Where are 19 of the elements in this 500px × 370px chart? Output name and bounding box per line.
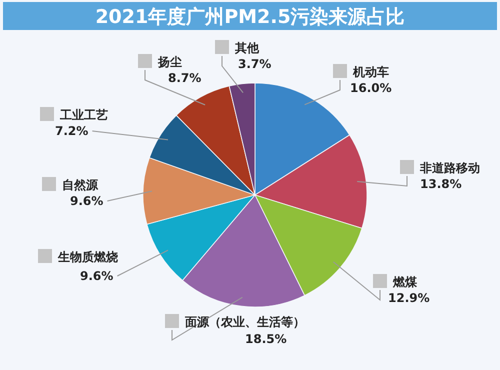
data-label: 7.2% xyxy=(55,124,88,138)
slice-label: 生物质燃烧 xyxy=(57,250,118,264)
slice-label: 扬尘 xyxy=(157,55,182,69)
data-label: 3.7% xyxy=(238,57,272,71)
data-label: 16.0% xyxy=(350,81,392,95)
slice-label: 非道路移动 xyxy=(419,161,480,175)
slice-label: 其他 xyxy=(234,41,260,55)
data-label: 13.8% xyxy=(420,177,462,191)
data-label: 8.7% xyxy=(168,71,202,85)
slice-label: 机动车 xyxy=(352,65,389,79)
chart-title: 2021年度广州PM2.5污染来源占比 xyxy=(95,6,405,28)
slice-label: 自然源 xyxy=(62,178,99,192)
slice-label: 面源（农业、生活等） xyxy=(184,315,305,329)
slice-label: 工业工艺 xyxy=(59,108,108,122)
data-label: 9.6% xyxy=(80,269,114,283)
data-label: 12.9% xyxy=(388,291,430,305)
data-label: 18.5% xyxy=(245,332,287,346)
slice-label: 燃煤 xyxy=(392,275,418,289)
data-label: 9.6% xyxy=(70,194,104,208)
